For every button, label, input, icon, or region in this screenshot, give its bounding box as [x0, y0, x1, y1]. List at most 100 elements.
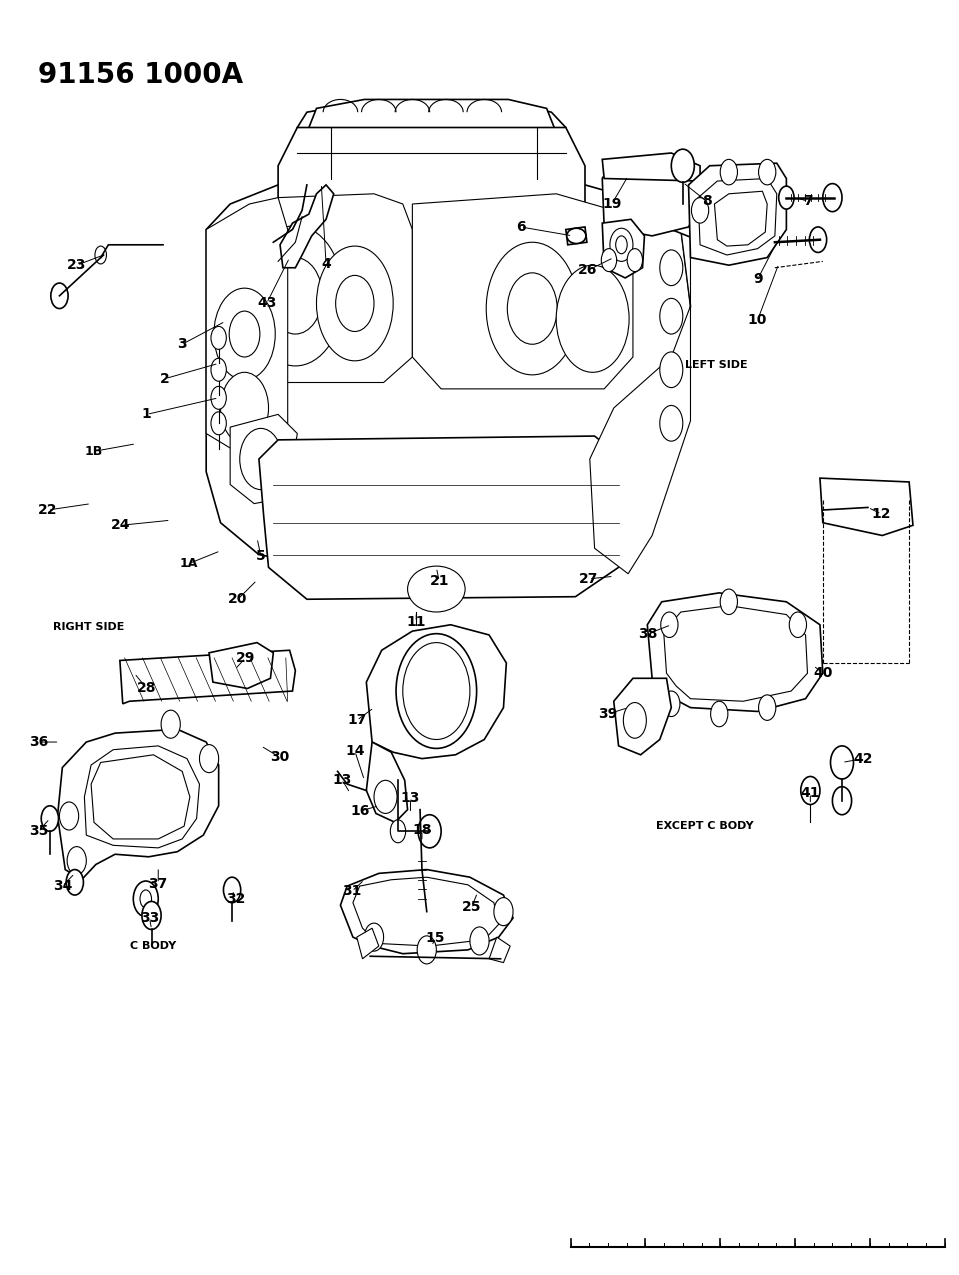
- Text: 91156 1000A: 91156 1000A: [38, 61, 244, 89]
- Ellipse shape: [364, 923, 384, 951]
- Ellipse shape: [211, 412, 226, 435]
- Text: EXCEPT C BODY: EXCEPT C BODY: [656, 821, 754, 831]
- Ellipse shape: [556, 265, 629, 372]
- Text: 11: 11: [407, 616, 426, 629]
- Polygon shape: [259, 436, 633, 599]
- Ellipse shape: [830, 746, 854, 779]
- Text: 25: 25: [462, 900, 481, 913]
- Text: 33: 33: [140, 912, 159, 924]
- Ellipse shape: [229, 311, 260, 357]
- Ellipse shape: [140, 890, 152, 908]
- Ellipse shape: [408, 566, 465, 612]
- Text: 13: 13: [401, 792, 420, 805]
- Polygon shape: [602, 153, 700, 181]
- Ellipse shape: [832, 787, 852, 815]
- Ellipse shape: [507, 273, 557, 344]
- Text: 42: 42: [854, 752, 873, 765]
- Polygon shape: [671, 179, 729, 245]
- Text: 12: 12: [872, 507, 891, 520]
- Text: 8: 8: [702, 195, 712, 208]
- Polygon shape: [590, 194, 690, 574]
- Ellipse shape: [823, 184, 842, 212]
- Ellipse shape: [691, 198, 709, 223]
- Polygon shape: [357, 928, 379, 959]
- Polygon shape: [58, 729, 219, 880]
- Text: 20: 20: [228, 593, 247, 606]
- Text: 37: 37: [149, 877, 168, 890]
- Polygon shape: [340, 870, 513, 954]
- Ellipse shape: [403, 643, 470, 740]
- Ellipse shape: [214, 288, 275, 380]
- Ellipse shape: [211, 326, 226, 349]
- Ellipse shape: [390, 820, 406, 843]
- Ellipse shape: [418, 815, 441, 848]
- Ellipse shape: [66, 870, 83, 895]
- Ellipse shape: [779, 186, 794, 209]
- Text: RIGHT SIDE: RIGHT SIDE: [54, 622, 125, 632]
- Text: 21: 21: [430, 575, 449, 588]
- Text: 31: 31: [342, 885, 362, 898]
- Text: 16: 16: [351, 805, 370, 817]
- Text: 40: 40: [813, 667, 832, 680]
- Ellipse shape: [59, 802, 79, 830]
- Polygon shape: [120, 650, 295, 704]
- Polygon shape: [647, 593, 823, 711]
- Ellipse shape: [660, 405, 683, 441]
- Text: 28: 28: [137, 682, 156, 695]
- Ellipse shape: [142, 901, 161, 929]
- Text: 43: 43: [257, 297, 276, 310]
- Ellipse shape: [133, 881, 158, 917]
- Polygon shape: [230, 414, 297, 504]
- Ellipse shape: [95, 246, 106, 264]
- Text: 3: 3: [177, 338, 187, 351]
- Polygon shape: [230, 194, 412, 382]
- Polygon shape: [353, 877, 499, 946]
- Text: 26: 26: [578, 264, 597, 277]
- Text: 5: 5: [256, 550, 266, 562]
- Ellipse shape: [419, 903, 434, 926]
- Ellipse shape: [470, 927, 489, 955]
- Text: 36: 36: [29, 736, 48, 748]
- Ellipse shape: [671, 149, 694, 182]
- Text: 13: 13: [333, 774, 352, 787]
- Polygon shape: [566, 227, 587, 245]
- Text: 24: 24: [111, 519, 130, 532]
- Ellipse shape: [801, 776, 820, 805]
- Text: 6: 6: [516, 221, 526, 233]
- Ellipse shape: [374, 780, 397, 813]
- Ellipse shape: [161, 710, 180, 738]
- Ellipse shape: [415, 660, 457, 722]
- Ellipse shape: [663, 691, 680, 717]
- Text: 2: 2: [160, 372, 170, 385]
- Ellipse shape: [627, 249, 643, 272]
- Polygon shape: [698, 179, 777, 255]
- Ellipse shape: [720, 589, 737, 615]
- Text: 23: 23: [67, 259, 86, 272]
- Polygon shape: [206, 185, 690, 567]
- Polygon shape: [278, 128, 585, 255]
- Ellipse shape: [211, 358, 226, 381]
- Ellipse shape: [316, 246, 393, 361]
- Ellipse shape: [660, 352, 683, 388]
- Text: 32: 32: [226, 892, 246, 905]
- Text: LEFT SIDE: LEFT SIDE: [685, 360, 748, 370]
- Ellipse shape: [705, 190, 724, 218]
- Polygon shape: [689, 163, 786, 265]
- Text: 15: 15: [426, 932, 445, 945]
- Polygon shape: [614, 678, 671, 755]
- Ellipse shape: [494, 898, 513, 926]
- Polygon shape: [602, 219, 644, 278]
- Text: 39: 39: [598, 708, 618, 720]
- Text: 17: 17: [347, 714, 366, 727]
- Text: 7: 7: [804, 195, 813, 208]
- Ellipse shape: [616, 236, 627, 254]
- Ellipse shape: [809, 227, 827, 252]
- Polygon shape: [366, 625, 506, 759]
- Polygon shape: [664, 606, 807, 701]
- Text: 10: 10: [748, 314, 767, 326]
- Polygon shape: [209, 643, 273, 689]
- Ellipse shape: [567, 228, 586, 244]
- Text: 34: 34: [53, 880, 72, 892]
- Ellipse shape: [759, 159, 776, 185]
- Ellipse shape: [336, 275, 374, 332]
